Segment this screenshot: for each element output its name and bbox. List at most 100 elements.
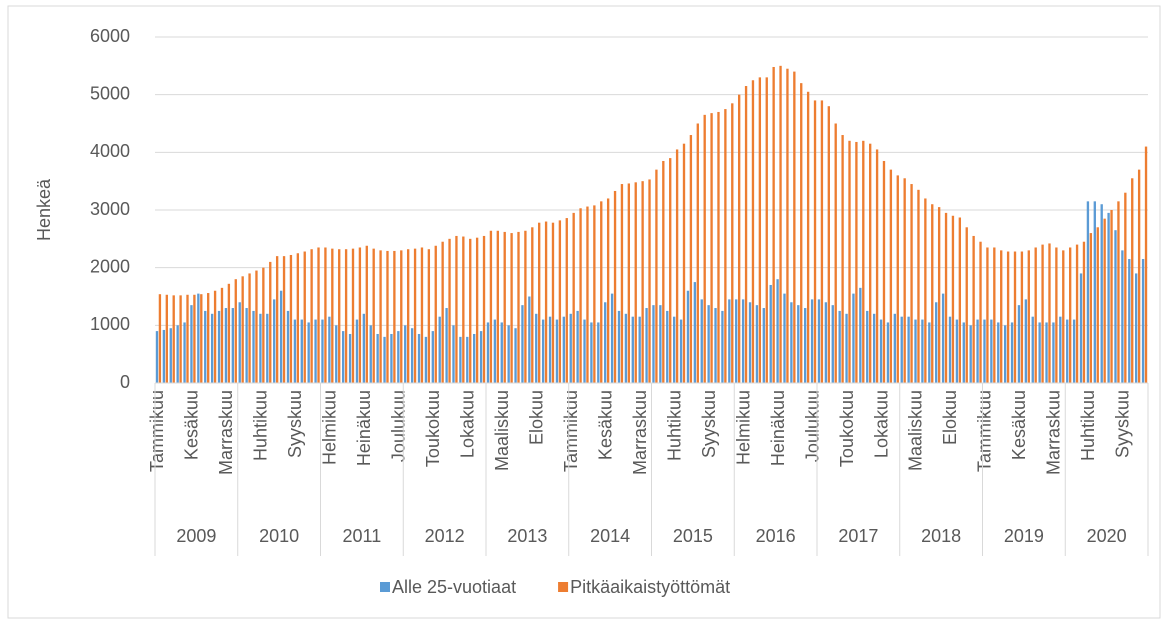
- y-tick-label: 6000: [90, 26, 130, 46]
- bar: [900, 316, 903, 383]
- bar: [779, 65, 782, 383]
- bar: [1107, 212, 1110, 383]
- bar: [917, 189, 920, 383]
- year-label: 2015: [673, 526, 713, 546]
- bar: [362, 313, 366, 383]
- x-tick-label: Elokuu: [940, 390, 960, 445]
- x-tick-label: Heinäkuu: [768, 390, 788, 466]
- bar: [406, 249, 410, 383]
- bar: [679, 319, 683, 383]
- bar: [179, 295, 182, 383]
- bar: [200, 294, 203, 383]
- bar: [862, 140, 865, 383]
- bar: [928, 322, 931, 383]
- bar: [383, 336, 386, 383]
- bar: [507, 325, 510, 383]
- x-tick-label: Joulukuu: [389, 390, 409, 462]
- bar: [1124, 192, 1127, 383]
- bar: [765, 77, 768, 383]
- x-tick-label: Joulukuu: [802, 390, 822, 462]
- bar: [282, 256, 286, 383]
- bar: [979, 241, 982, 383]
- bar: [879, 319, 883, 383]
- bar: [907, 316, 910, 383]
- x-tick-label: Helmikuu: [733, 390, 753, 465]
- bar: [758, 77, 762, 383]
- bar: [538, 222, 541, 383]
- bar: [355, 319, 359, 383]
- bar: [213, 290, 217, 383]
- x-tick-label: Kesäkuu: [1009, 390, 1029, 460]
- year-label: 2010: [259, 526, 299, 546]
- bar: [666, 310, 669, 383]
- bar: [259, 313, 262, 383]
- bar: [1110, 210, 1113, 383]
- bar: [1068, 247, 1072, 383]
- bar: [675, 149, 679, 383]
- bar: [273, 299, 276, 383]
- bar: [624, 313, 628, 383]
- bar: [896, 175, 899, 383]
- bar: [390, 333, 393, 383]
- bar: [838, 310, 841, 383]
- bar: [735, 299, 738, 383]
- legend-label: Pitkäaikaistyöttömät: [570, 577, 730, 597]
- bar: [783, 293, 786, 383]
- bar: [1141, 259, 1145, 383]
- bar: [266, 313, 269, 383]
- bar: [600, 201, 603, 383]
- bar: [944, 212, 948, 383]
- bar: [824, 302, 828, 383]
- bar: [652, 305, 655, 383]
- bar: [790, 302, 793, 383]
- bar: [669, 158, 672, 383]
- bar: [417, 333, 421, 383]
- bar: [535, 313, 538, 383]
- bar: [441, 241, 444, 383]
- bar: [521, 305, 524, 383]
- bar: [976, 319, 979, 383]
- x-tick-label: Huhtikuu: [251, 390, 271, 461]
- y-tick-label: 3000: [90, 199, 130, 219]
- bar: [1027, 250, 1030, 383]
- bar: [965, 227, 968, 383]
- year-label: 2018: [921, 526, 961, 546]
- bar: [486, 322, 490, 383]
- x-tick-label: Tammikuu: [147, 390, 167, 472]
- bar: [220, 287, 224, 383]
- bar: [886, 322, 890, 383]
- bar: [344, 249, 348, 383]
- bar: [841, 135, 844, 383]
- bar: [721, 310, 724, 383]
- bar: [466, 336, 469, 383]
- bar: [827, 106, 830, 383]
- bar: [1031, 316, 1034, 383]
- bar: [620, 184, 624, 383]
- bar: [296, 253, 300, 383]
- bar: [597, 322, 600, 383]
- bar: [496, 230, 499, 383]
- bar: [197, 293, 200, 383]
- x-tick-label: Toukokuu: [837, 390, 857, 467]
- year-label: 2009: [176, 526, 216, 546]
- bar: [693, 282, 697, 383]
- bar: [207, 293, 210, 383]
- bar: [610, 293, 614, 383]
- bar: [1144, 146, 1148, 383]
- x-tick-label: Tammikuu: [561, 390, 581, 472]
- bar: [776, 279, 779, 383]
- bar: [1055, 247, 1058, 383]
- x-tick-label: Lokakuu: [458, 390, 478, 458]
- bar: [1034, 247, 1037, 383]
- bar: [955, 319, 959, 383]
- x-tick-label: Heinäkuu: [354, 390, 374, 466]
- legend-swatch: [380, 582, 390, 592]
- bar: [551, 222, 555, 383]
- bar: [245, 308, 248, 383]
- bar: [741, 299, 745, 383]
- bar: [997, 322, 1000, 383]
- bar: [1137, 169, 1141, 383]
- bar: [813, 100, 817, 383]
- bar: [541, 319, 545, 383]
- bar: [590, 322, 593, 383]
